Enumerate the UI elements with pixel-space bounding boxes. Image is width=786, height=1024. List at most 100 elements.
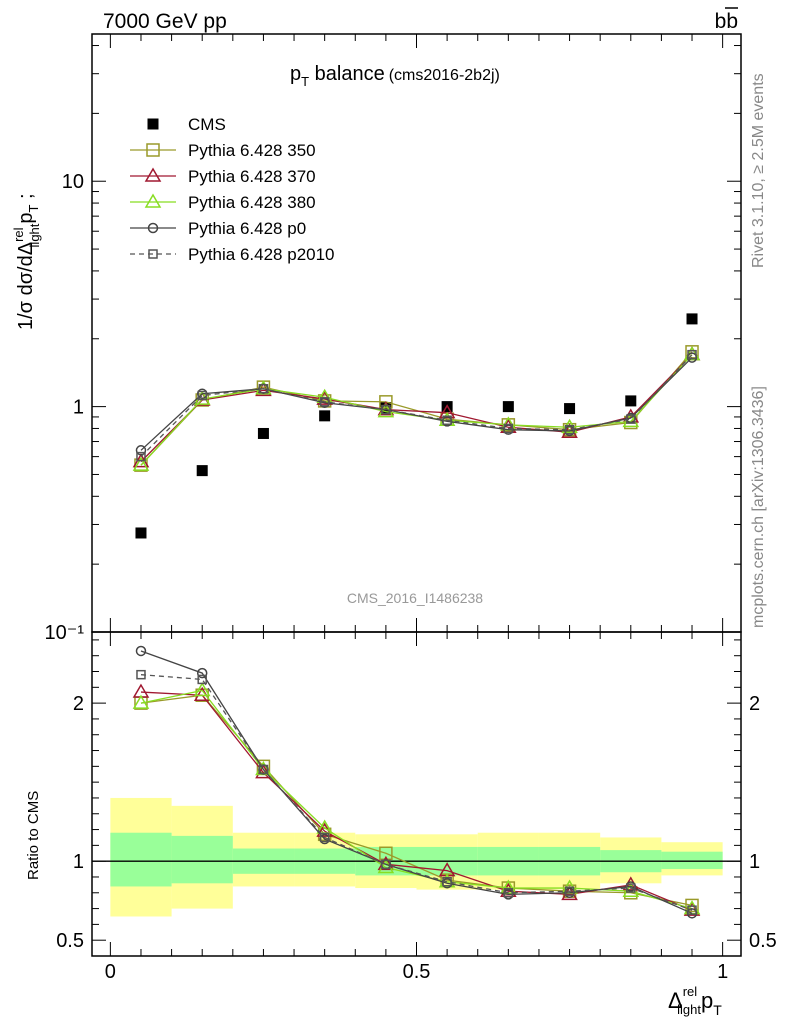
legend-marker [144,167,162,182]
ratio-y-tick-label-right: 1 [749,851,760,873]
watermark: CMS_2016_I1486238 [347,590,483,606]
title-p: p [290,63,301,85]
ratio-panel: 0.5 0.5 1 1 2 2 0 0.5 1 [56,631,777,983]
data-point [135,445,147,456]
data-point [381,404,391,415]
main-panel: 10⁻¹ 1 10 [45,33,742,644]
ratio-series-pythia-6-428-p2010 [136,669,697,915]
rivet-side-label: Rivet 3.1.10, ≥ 2.5M events [750,73,767,268]
energy-label: 7000 GeV pp [103,10,227,33]
data-point [319,410,331,422]
ratio-data-point [626,883,636,893]
data-point [503,423,514,434]
main-title: pT balance (cms2016-2b2j) [290,63,500,89]
main-ylabel: 1/σ dσ/dΔrellightpT ; [11,193,42,330]
ratio-data-point [442,876,452,887]
ratio-data-point [564,886,575,896]
main-y-tick-label: 10 [62,171,84,193]
legend-marker [147,222,159,234]
ratio-data-point [136,669,146,680]
x-tick-label: 1 [717,961,728,983]
data-point [687,349,697,360]
legend-label: Pythia 6.428 350 [188,141,316,160]
ratio-ylabel: Ratio to CMS [25,791,42,880]
legend-label: CMS [188,115,226,134]
title-rest: balance [309,63,385,85]
legend-item: Pythia 6.428 p2010 [130,245,335,264]
legend-label: Pythia 6.428 380 [188,193,316,212]
data-point [132,456,150,471]
title-sub: T [301,74,309,89]
series-line [140,357,693,451]
uncertainty-band-green [171,835,233,884]
ratio-data-point [687,905,697,915]
legend-label: Pythia 6.428 370 [188,167,316,186]
data-point [438,404,456,419]
legend-marker [144,193,162,208]
legend-item: Pythia 6.428 370 [130,167,316,186]
legend-item: Pythia 6.428 380 [130,193,316,212]
series-pythia-6-428-p0 [135,352,698,456]
ratio-data-point [132,694,150,709]
data-point [258,384,269,394]
legend-item: Pythia 6.428 350 [130,141,316,160]
data-point [319,397,330,407]
ratio-data-point [685,898,699,913]
legend-marker [146,143,160,157]
series-cms [135,313,698,539]
ratio-y-tick-label-right: 2 [749,693,760,715]
ratio-data-point [503,888,514,898]
ratio-data-point [193,681,211,697]
ratio-y-tick-label-right: 0.5 [749,930,777,952]
legend-label: Pythia 6.428 p2010 [188,245,335,264]
x-tick-label: 0 [105,961,116,983]
ratio-y-tick-label: 2 [73,693,84,715]
series-pythia-6-428-370 [132,346,701,468]
data-point [625,395,637,407]
xlabel: Δrel lightpT [668,984,722,1018]
data-point [257,427,269,439]
legend-item: CMS [147,115,226,134]
series-line [140,354,693,458]
ratio-data-point [135,645,147,657]
ratio-series-line [140,650,693,914]
data-point [196,465,208,477]
ratio-data-point [196,667,208,679]
title-tag: (cms2016-2b2j) [389,67,500,84]
data-point [197,390,207,401]
legend-marker [147,118,159,130]
legend-marker [148,249,158,259]
x-tick-label: 0.5 [403,961,431,983]
ratio-data-point [319,832,330,843]
main-y-tick-label: 1 [73,397,84,419]
mcplots-side-label: mcplots.cern.ch [arXiv:1306.3436] [750,386,767,628]
data-point [135,527,147,539]
data-point [502,401,514,413]
ratio-series-line [140,674,693,911]
main-y-tick-label: 10⁻¹ [45,622,85,644]
legend: CMS Pythia 6.428 350 Pythia 6.428 370 Pythi… [130,115,335,264]
legend-item: Pythia 6.428 p0 [130,219,306,238]
uncertainty-band-green [110,832,172,887]
uncertainty-band-green [661,851,723,870]
data-point [564,424,575,435]
ratio-data-point [381,859,391,870]
data-point [564,403,576,415]
series-pythia-6-428-p2010 [136,349,697,462]
series-pythia-6-428-350 [134,345,699,472]
series-line [140,354,693,463]
process-label: bb [715,10,738,33]
ratio-data-point [258,764,269,775]
ratio-y-tick-label: 1 [73,851,84,873]
series-line [140,351,693,466]
data-point [442,415,452,425]
legend-label: Pythia 6.428 p0 [188,219,306,238]
series-pythia-6-428-380 [132,346,701,471]
ratio-data-point [197,674,207,685]
data-point [136,451,146,462]
data-point [379,395,393,409]
data-point [626,414,636,424]
data-point [686,313,698,325]
ratio-y-tick-label: 0.5 [56,930,84,952]
